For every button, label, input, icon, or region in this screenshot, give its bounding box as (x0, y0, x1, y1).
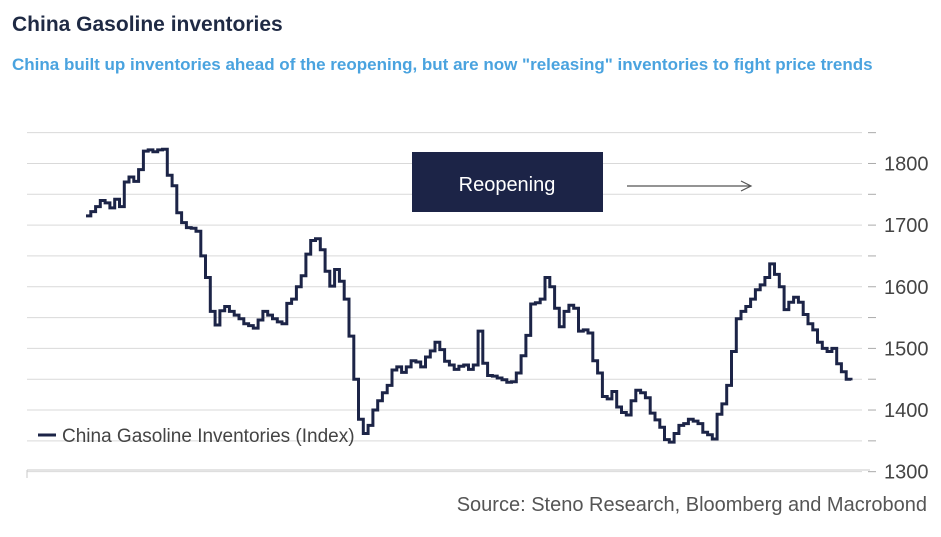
chart-subtitle: China built up inventories ahead of the … (12, 55, 873, 74)
reopening-arrow (627, 180, 753, 192)
y-tick-label: 1700 (884, 215, 929, 237)
series-line-china-gasoline-inventories (86, 147, 853, 444)
y-axis-ticks: 1300 1400 1500 1600 1700 1800 (884, 153, 929, 483)
chart-title: China Gasoline inventories (12, 13, 283, 36)
reopening-annotation-box (412, 152, 603, 212)
y-tick-label: 1300 (884, 462, 929, 484)
y-tick-label: 1800 (884, 153, 929, 175)
source-note: Source: Steno Research, Bloomberg and Ma… (456, 494, 927, 516)
y-tick-label: 1400 (884, 400, 929, 422)
legend: China Gasoline Inventories (Index) (38, 426, 355, 447)
y-tick-label: 1600 (884, 277, 929, 299)
legend-label: China Gasoline Inventories (Index) (62, 426, 355, 447)
y-tick-label: 1500 (884, 338, 929, 360)
reopening-annotation-label: Reopening (459, 174, 556, 196)
